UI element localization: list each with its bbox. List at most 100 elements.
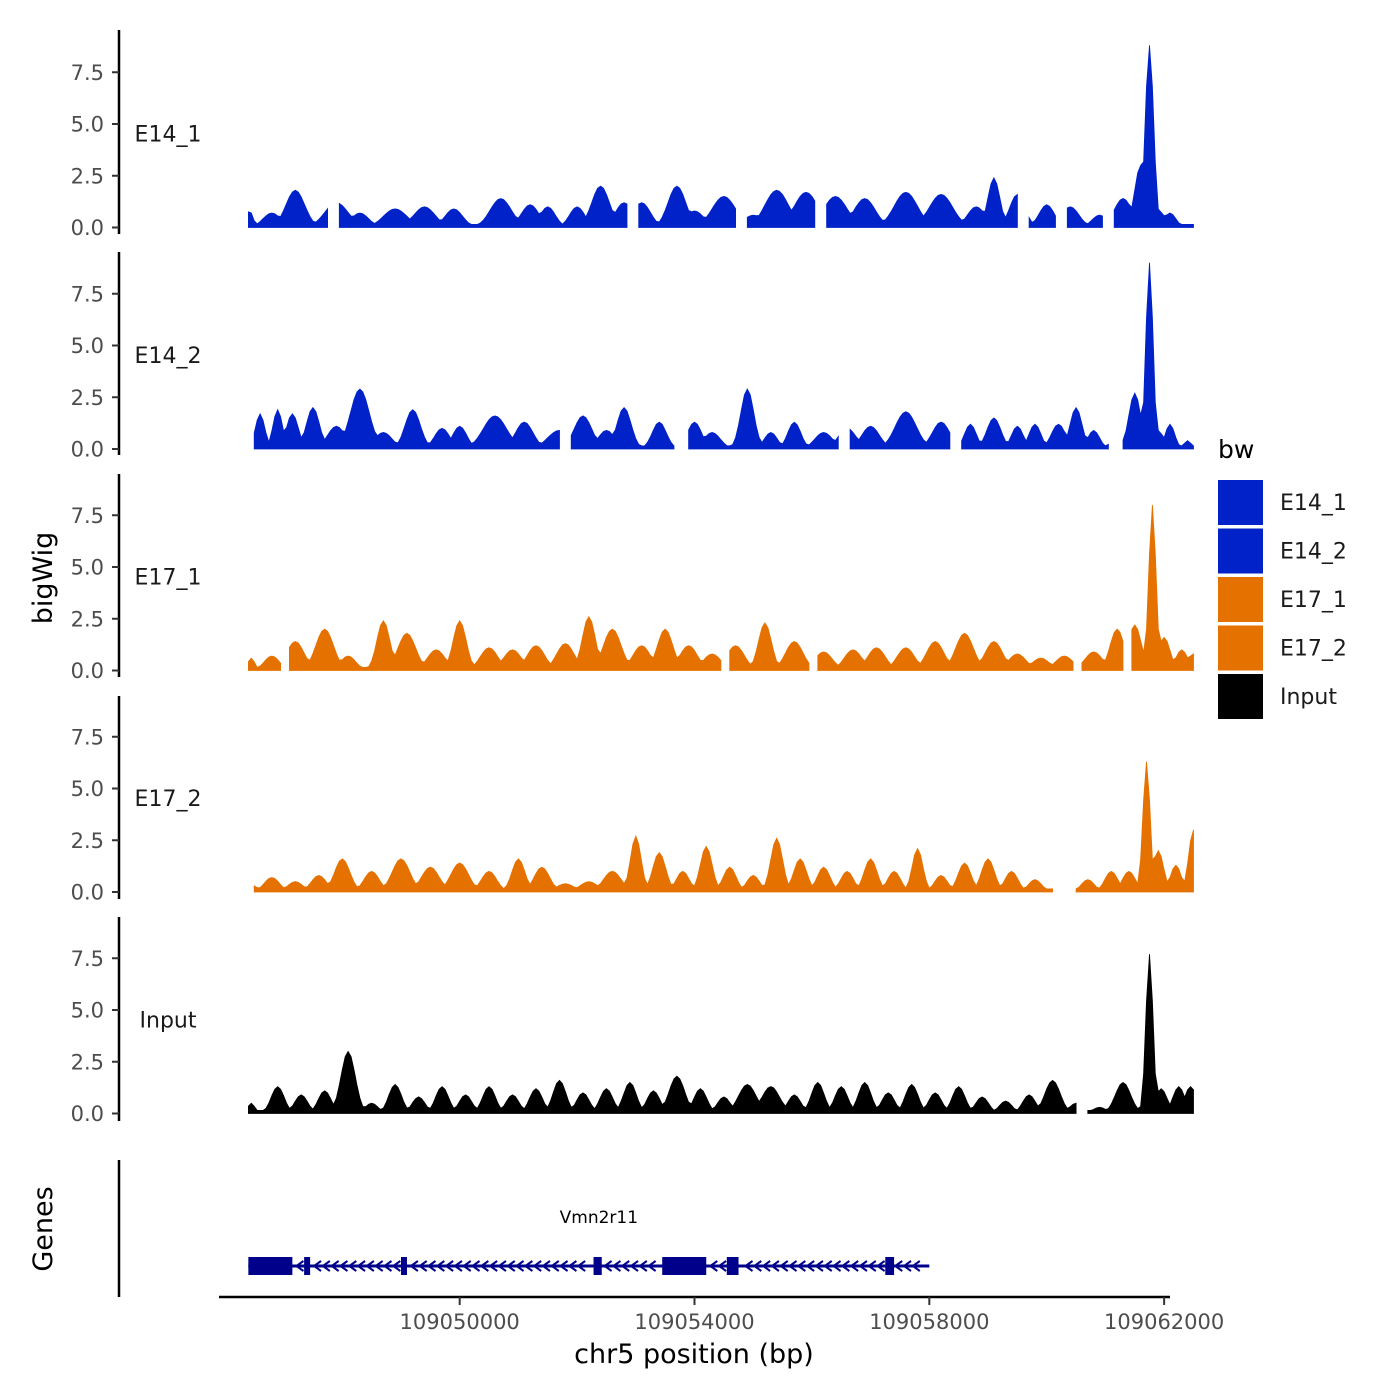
strand-arrow: [805, 1260, 815, 1272]
legend-swatch: [1218, 480, 1263, 525]
gene-exon: [662, 1257, 707, 1275]
strand-arrow: [550, 1260, 560, 1272]
gene-name-label: Vmn2r11: [560, 1208, 638, 1228]
legend-swatch: [1218, 625, 1263, 671]
y-tick-label: 7.5: [71, 282, 104, 306]
track-e17-1: 0.0 2.5 5.0 7.5 E17_1: [71, 474, 1194, 683]
x-tick-label: 109062000: [1104, 1310, 1224, 1334]
y-tick-label: 7.5: [71, 61, 104, 85]
y-tick-label: 7.5: [71, 504, 104, 528]
strand-arrow: [787, 1260, 798, 1272]
signal-area-e17-2: [253, 761, 1194, 893]
strand-arrow: [435, 1260, 445, 1272]
track-e14-1: 0.0 2.5 5.0 7.5 E14_1: [71, 30, 1194, 240]
gene-exon: [885, 1257, 895, 1275]
strand-arrow: [831, 1260, 842, 1272]
y-tick-label: 5.0: [71, 556, 104, 580]
strand-arrow: [638, 1260, 648, 1272]
strand-arrow: [523, 1260, 533, 1272]
strand-arrow: [417, 1260, 428, 1272]
y-tick-label: 5.0: [71, 777, 104, 801]
strand-arrow: [541, 1260, 551, 1272]
x-tick-label: 109050000: [400, 1310, 520, 1334]
gene-exon: [400, 1257, 407, 1275]
y-tick-label: 0.0: [71, 1102, 104, 1126]
gene-strand-arrows: [294, 1260, 921, 1272]
strand-arrow: [629, 1260, 639, 1272]
track-label: E14_1: [135, 123, 202, 148]
strand-arrow: [849, 1260, 859, 1272]
track-e14-2: 0.0 2.5 5.0 7.5 E14_2: [71, 252, 1194, 462]
gene-exon: [726, 1257, 739, 1275]
x-axis-title: chr5 position (bp): [574, 1339, 814, 1370]
legend-label: E17_1: [1280, 588, 1347, 613]
y-tick-label: 0.0: [71, 216, 104, 240]
signal-area-e17-1: [248, 504, 1194, 671]
strand-arrow: [497, 1260, 507, 1272]
strand-arrow: [840, 1260, 850, 1272]
strand-arrow: [514, 1260, 525, 1272]
tracks-group: 0.0 2.5 5.0 7.5 E14_1 0.0 2.5 5.0 7.5 E14_2 0.0 2.5…: [71, 30, 1194, 1126]
strand-arrow: [823, 1260, 833, 1272]
legend-label: E14_1: [1280, 491, 1347, 516]
strand-arrow: [620, 1260, 630, 1272]
strand-arrow: [312, 1260, 322, 1272]
x-tick-label: 109054000: [634, 1310, 754, 1334]
strand-arrow: [470, 1260, 481, 1272]
strand-arrow: [356, 1260, 366, 1272]
y-tick-label: 2.5: [71, 607, 104, 631]
y-tick-label: 7.5: [71, 947, 104, 971]
strand-arrow: [893, 1260, 903, 1272]
strand-arrow: [444, 1260, 454, 1272]
signal-area-e14-2: [253, 262, 1194, 450]
y-tick-label: 5.0: [71, 999, 104, 1023]
strand-arrow: [558, 1260, 569, 1272]
strand-arrow: [391, 1260, 401, 1272]
strand-arrow: [506, 1260, 516, 1272]
strand-arrow: [488, 1260, 498, 1272]
signal-area-e14-1: [248, 45, 1194, 228]
gene-exon: [304, 1257, 311, 1275]
strand-arrow: [779, 1260, 789, 1272]
strand-arrow: [752, 1260, 762, 1272]
legend-title: bw: [1218, 435, 1254, 464]
strand-arrow: [602, 1260, 613, 1272]
y-axis-title: bigWig: [28, 532, 59, 625]
strand-arrow: [858, 1260, 868, 1272]
strand-arrow: [770, 1260, 780, 1272]
y-tick-label: 0.0: [71, 659, 104, 683]
legend-label: E17_2: [1280, 637, 1347, 662]
strand-arrow: [373, 1260, 384, 1272]
strand-arrow: [814, 1260, 824, 1272]
strand-arrow: [567, 1260, 577, 1272]
strand-arrow: [462, 1260, 472, 1272]
legend-label: E14_2: [1280, 540, 1347, 565]
track-label: E14_2: [135, 344, 202, 369]
strand-arrow: [479, 1260, 489, 1272]
strand-arrow: [321, 1260, 331, 1272]
strand-arrow: [761, 1260, 771, 1272]
legend-label: Input: [1280, 685, 1337, 710]
strand-arrow: [743, 1260, 754, 1272]
signal-area-input: [248, 954, 1194, 1114]
y-tick-label: 2.5: [71, 386, 104, 410]
strand-arrow: [902, 1260, 912, 1272]
legend: bw E14_1 E14_2 E17_1 E17_2 Input: [1218, 435, 1347, 719]
strand-arrow: [875, 1260, 886, 1272]
genes-axis-title: Genes: [28, 1186, 59, 1271]
strand-arrow: [347, 1260, 357, 1272]
strand-arrow: [911, 1260, 921, 1272]
y-tick-label: 5.0: [71, 334, 104, 358]
legend-swatch: [1218, 674, 1263, 719]
strand-arrow: [576, 1260, 586, 1272]
strand-arrow: [338, 1260, 349, 1272]
gene-panel: Vmn2r11: [117, 1160, 930, 1297]
track-label: E17_2: [135, 787, 202, 812]
strand-arrow: [867, 1260, 877, 1272]
strand-arrow: [453, 1260, 463, 1272]
y-tick-label: 7.5: [71, 725, 104, 749]
strand-arrow: [329, 1260, 340, 1272]
strand-arrow: [532, 1260, 542, 1272]
legend-swatch: [1218, 577, 1263, 622]
